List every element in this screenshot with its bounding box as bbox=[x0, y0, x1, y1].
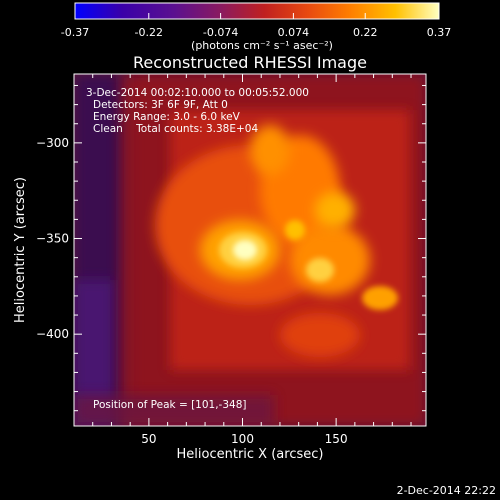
y-tick-label: −400 bbox=[36, 327, 69, 341]
y-axis-label: Heliocentric Y (arcsec) bbox=[13, 177, 28, 323]
colorbar-tick-label: 0.22 bbox=[353, 26, 378, 39]
x-axis-label: Heliocentric X (arcsec) bbox=[177, 447, 324, 462]
colorbar-ticks: -0.37 -0.22 -0.074 0.074 0.22 0.37 bbox=[61, 13, 451, 39]
annotation-detectors: Detectors: 3F 6F 9F, Att 0 bbox=[93, 99, 228, 111]
date-stamp: 2-Dec-2014 22:22 bbox=[397, 484, 496, 497]
annotation-energy: Energy Range: 3.0 - 6.0 keV bbox=[93, 111, 241, 123]
x-axis-ticks: 50 100 150 bbox=[92, 74, 412, 446]
x-tick-label: 50 bbox=[141, 432, 156, 446]
colorbar-units: (photons cm⁻² s⁻¹ asec⁻²) bbox=[191, 39, 333, 52]
y-tick-label: −350 bbox=[36, 232, 69, 246]
annotation-peak: Position of Peak = [101,-348] bbox=[93, 399, 247, 411]
annotations: 3-Dec-2014 00:02:10.000 to 00:05:52.000 … bbox=[86, 87, 309, 411]
heatmap-image bbox=[74, 74, 426, 426]
colorbar-tick-label: 0.37 bbox=[427, 26, 452, 39]
x-tick-label: 100 bbox=[231, 432, 254, 446]
colorbar: -0.37 -0.22 -0.074 0.074 0.22 0.37 (photons c… bbox=[61, 2, 451, 52]
x-tick-label: 150 bbox=[325, 432, 348, 446]
y-tick-label: −300 bbox=[36, 136, 69, 150]
chart-title: Reconstructed RHESSI Image bbox=[133, 53, 367, 72]
annotation-clean: Clean Total counts: 3.38E+04 bbox=[93, 123, 258, 135]
annotation-time-range: 3-Dec-2014 00:02:10.000 to 00:05:52.000 bbox=[86, 87, 309, 99]
plot-frame bbox=[73, 73, 427, 427]
colorbar-tick-label: -0.074 bbox=[203, 26, 238, 39]
colorbar-gradient bbox=[74, 2, 440, 20]
colorbar-tick-label: 0.074 bbox=[278, 26, 310, 39]
colorbar-tick-label: -0.22 bbox=[135, 26, 163, 39]
colorbar-tick-label: -0.37 bbox=[61, 26, 89, 39]
y-axis-ticks: −300 −350 −400 bbox=[36, 84, 426, 412]
